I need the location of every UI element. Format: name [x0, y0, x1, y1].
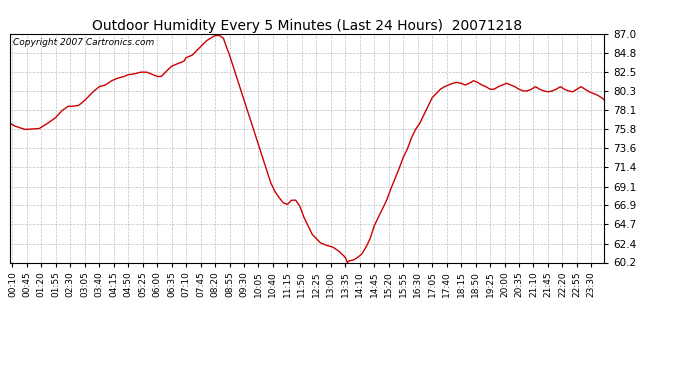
Text: Copyright 2007 Cartronics.com: Copyright 2007 Cartronics.com — [13, 38, 155, 47]
Title: Outdoor Humidity Every 5 Minutes (Last 24 Hours)  20071218: Outdoor Humidity Every 5 Minutes (Last 2… — [92, 19, 522, 33]
